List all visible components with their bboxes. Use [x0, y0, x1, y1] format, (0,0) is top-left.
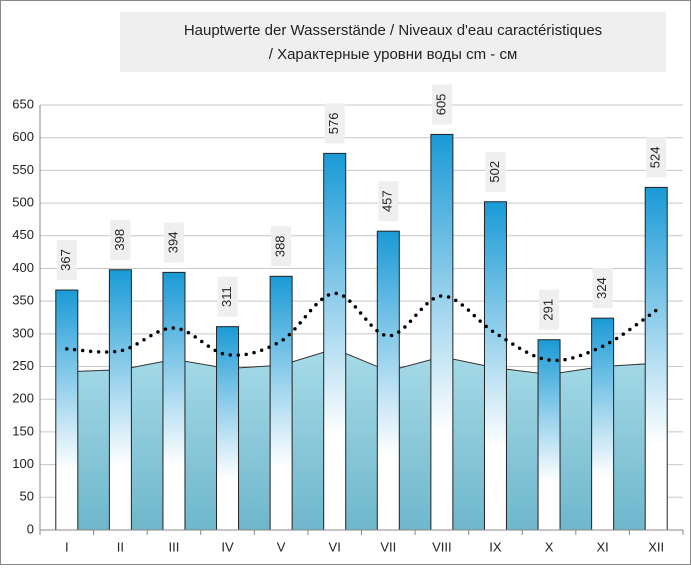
value-label-box	[485, 151, 506, 192]
value-label-box	[592, 268, 613, 309]
bar	[537, 339, 561, 531]
chart-title: / Характерные уровни воды cm - см	[269, 46, 518, 63]
bar	[162, 271, 186, 531]
line	[65, 291, 658, 363]
value-label: 457	[380, 190, 395, 212]
y-tick-label: 400	[12, 260, 34, 275]
value-label-box	[56, 240, 77, 281]
bar	[323, 152, 347, 531]
x-tick-label: V	[277, 539, 286, 554]
value-label-box	[539, 289, 560, 330]
x-tick-label: IX	[489, 539, 502, 554]
value-label: 524	[648, 147, 663, 169]
value-label: 394	[165, 232, 180, 254]
bar	[644, 186, 668, 531]
x-tick-label: II	[117, 539, 124, 554]
x-tick-label: XII	[648, 539, 664, 554]
area	[66, 348, 657, 531]
value-label: 291	[540, 299, 555, 321]
bar	[376, 230, 400, 531]
x-tick-label: III	[169, 539, 180, 554]
value-label-box	[646, 137, 667, 178]
y-tick-label: 0	[27, 521, 34, 536]
value-label: 605	[433, 94, 448, 116]
value-label: 398	[112, 229, 127, 251]
value-label-box	[110, 219, 131, 260]
value-label-box	[217, 276, 238, 317]
value-label-box	[378, 181, 399, 222]
y-tick-label: 50	[20, 489, 34, 504]
x-tick-label: X	[545, 539, 554, 554]
value-label-box	[271, 226, 292, 267]
bar	[108, 269, 132, 531]
value-label: 388	[273, 235, 288, 257]
x-tick-label: I	[65, 539, 69, 554]
value-label: 502	[487, 161, 502, 183]
y-tick-label: 300	[12, 325, 34, 340]
value-label: 324	[594, 277, 609, 299]
x-tick-label: XI	[596, 539, 608, 554]
y-tick-label: 250	[12, 358, 34, 373]
bar	[483, 201, 507, 531]
y-tick-label: 550	[12, 162, 34, 177]
y-tick-label: 500	[12, 195, 34, 210]
y-tick-label: 650	[12, 96, 34, 111]
bar	[430, 133, 454, 531]
chart-title: Hauptwerte der Wasserstände / Niveaux d'…	[184, 22, 602, 39]
bar	[55, 289, 79, 531]
y-tick-label: 350	[12, 293, 34, 308]
value-label-box	[324, 103, 345, 144]
x-tick-label: IV	[221, 539, 234, 554]
value-label: 367	[58, 249, 73, 271]
value-label-box	[163, 222, 184, 263]
x-tick-label: VII	[380, 539, 396, 554]
x-tick-label: VIII	[432, 539, 452, 554]
value-label: 576	[326, 113, 341, 135]
y-tick-label: 200	[12, 391, 34, 406]
y-tick-label: 100	[12, 456, 34, 471]
value-label-box	[431, 84, 452, 125]
y-tick-label: 150	[12, 423, 34, 438]
bar	[216, 326, 240, 531]
bar	[269, 275, 293, 531]
value-label: 311	[219, 286, 234, 307]
y-tick-label: 600	[12, 129, 34, 144]
title-box	[120, 12, 666, 72]
x-tick-label: VI	[329, 539, 341, 554]
y-tick-label: 450	[12, 227, 34, 242]
